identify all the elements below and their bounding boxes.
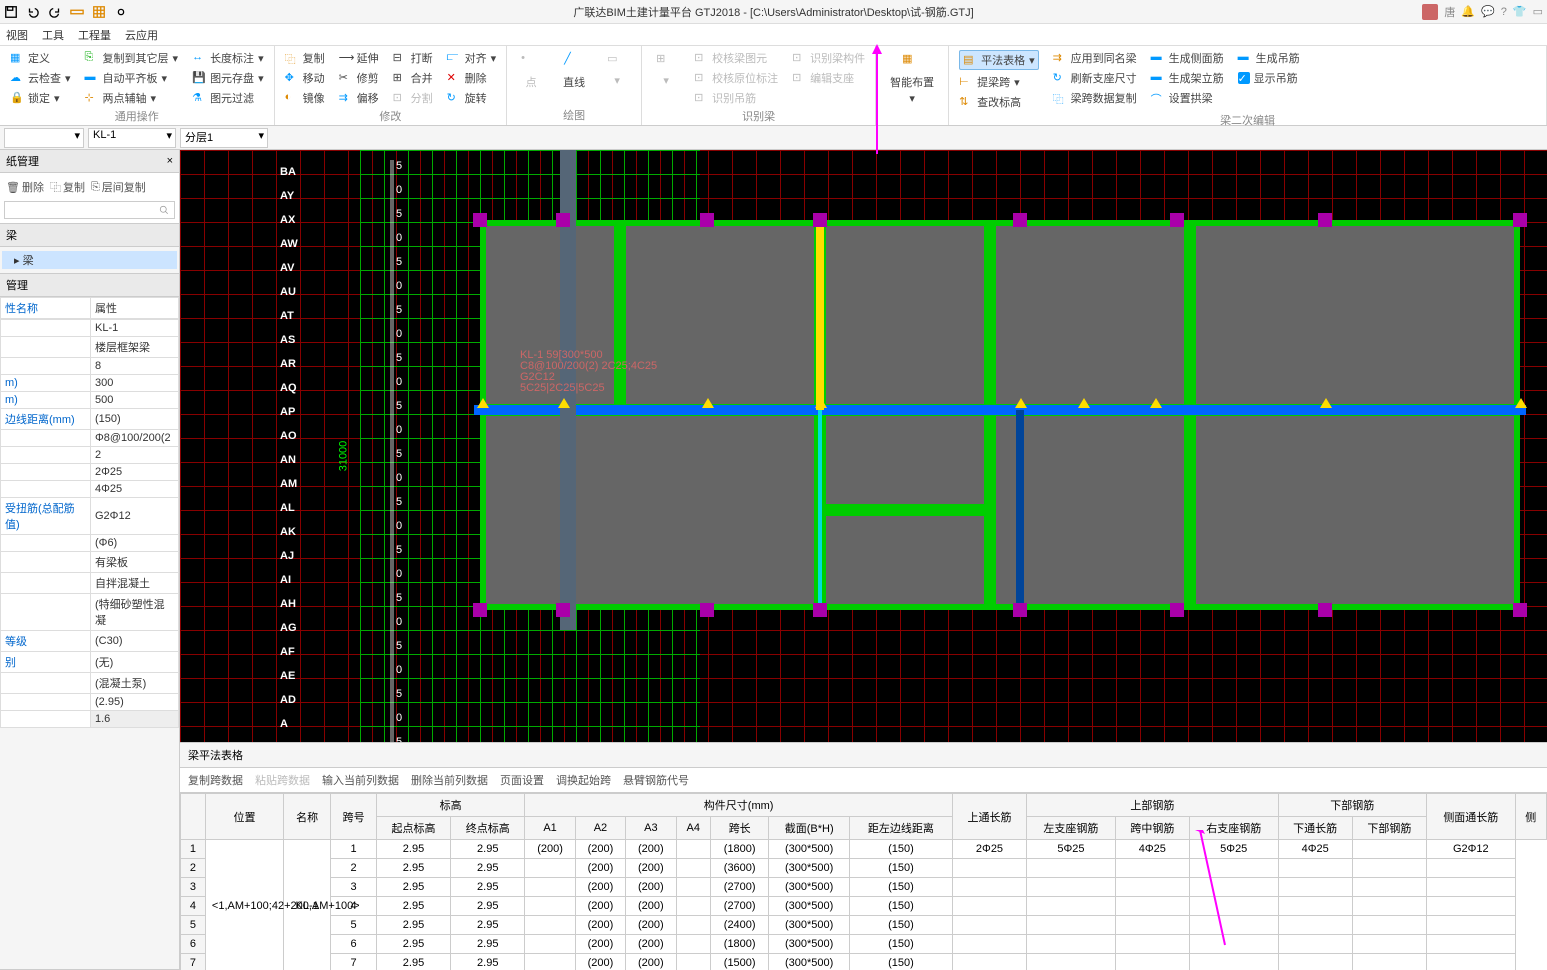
tree-node-beam[interactable]: ▸ 梁 (2, 251, 177, 269)
settings-icon[interactable] (114, 5, 128, 19)
menu-tools[interactable]: 工具 (42, 27, 64, 43)
align-button[interactable]: ⫍对齐▾ (447, 50, 497, 66)
extend-button[interactable]: ⟶延伸 (339, 50, 379, 66)
ruler-icon[interactable] (70, 5, 84, 19)
set-arch-beam-button[interactable]: ⌒设置拱梁 (1151, 90, 1224, 106)
rotate-button[interactable]: ↻旋转 (447, 90, 497, 106)
length-dim-button[interactable]: ↔长度标注▾ (192, 50, 264, 66)
tb-paste-span: 粘贴跨数据 (255, 772, 310, 788)
show-hanger-button[interactable]: ✓显示吊筋 (1238, 70, 1300, 86)
user-avatar[interactable] (1422, 4, 1438, 20)
beam-annotation: KL-1 59[300*500C8@100/200(2) 2C25;4C25G2… (520, 350, 657, 394)
help-icon[interactable]: ? (1501, 6, 1507, 18)
beam-table-title: 梁平法表格 (180, 743, 1547, 768)
define-button[interactable]: ▦定义 (10, 50, 71, 66)
grid-icon[interactable] (92, 5, 106, 19)
delete-tool[interactable]: 🗑删除 (6, 179, 44, 195)
close-icon[interactable]: × (167, 155, 173, 167)
check-beam-element-button: ⊡校核梁图元 (694, 50, 778, 66)
mirror-button[interactable]: ◐镜像 (285, 90, 325, 106)
offset-button[interactable]: ⇉偏移 (339, 90, 379, 106)
beam-table-panel: 梁平法表格 复制跨数据 粘贴跨数据 输入当前列数据 删除当前列数据 页面设置 调… (180, 742, 1547, 970)
chat-icon[interactable]: 💬 (1481, 5, 1495, 18)
point-button: •点 (517, 50, 545, 105)
tb-copy-span[interactable]: 复制跨数据 (188, 772, 243, 788)
undo-icon[interactable] (26, 5, 40, 19)
floor-plan (480, 220, 1537, 640)
copy-button[interactable]: ⿻复制 (285, 50, 325, 66)
redo-icon[interactable] (48, 5, 62, 19)
paper-panel-title: 纸管理 (6, 153, 39, 169)
component-select[interactable]: KL-1▾ (88, 128, 176, 148)
tree-panel-title: 梁 (6, 227, 17, 243)
copy-to-floor-button[interactable]: ⎘复制到其它层▾ (85, 50, 179, 66)
check-elevation-button[interactable]: ⇅查改标高 (959, 94, 1039, 110)
left-panel: 纸管理× 🗑删除 ⿻复制 ⎘层间复制 梁 ▸ 梁 管理 性名称属性 KL-1楼层… (0, 150, 180, 970)
gen-hanger-button[interactable]: ▬生成吊筋 (1238, 50, 1300, 66)
split-button: ⊡分割 (393, 90, 433, 106)
gen-side-rebar-button[interactable]: ▬生成侧面筋 (1151, 50, 1224, 66)
tb-cantilever[interactable]: 悬臂钢筋代号 (623, 772, 689, 788)
recognize-beam-button: ⊞▾ (652, 50, 680, 106)
tb-page-setup[interactable]: 页面设置 (500, 772, 544, 788)
gen-frame-rebar-button[interactable]: ▬生成架立筋 (1151, 70, 1224, 86)
delete-button[interactable]: ✕删除 (447, 70, 497, 86)
tb-swap-span[interactable]: 调换起始跨 (556, 772, 611, 788)
element-filter-button[interactable]: ⚗图元过滤 (192, 90, 264, 106)
menu-view[interactable]: 视图 (6, 27, 28, 43)
quick-access-toolbar: 唐 🔔 💬 ? 👕 ▭ (0, 0, 1547, 24)
cloud-check-button[interactable]: ☁云检查▾ (10, 70, 71, 86)
floor-select[interactable]: ▾ (4, 128, 84, 148)
tb-input-col[interactable]: 输入当前列数据 (322, 772, 399, 788)
extract-span-button[interactable]: ⊢提梁跨▾ (959, 74, 1039, 90)
trim-button[interactable]: ✂修剪 (339, 70, 379, 86)
two-point-axis-button[interactable]: ⊹两点辅轴▾ (85, 90, 179, 106)
floor-copy-tool[interactable]: ⎘层间复制 (91, 179, 146, 195)
save-icon[interactable] (4, 5, 18, 19)
auto-level-button[interactable]: ▬自动平齐板▾ (85, 70, 179, 86)
menu-quantity[interactable]: 工程量 (78, 27, 111, 43)
ribbon: ▦定义 ☁云检查▾ 🔒锁定▾ ⎘复制到其它层▾ ▬自动平齐板▾ ⊹两点辅轴▾ ↔… (0, 46, 1547, 126)
flat-table-button[interactable]: ▤平法表格▾ (959, 50, 1039, 70)
tshirt-icon[interactable]: 👕 (1513, 5, 1527, 18)
lock-button[interactable]: 🔒锁定▾ (10, 90, 71, 106)
smart-layout-button[interactable]: ▦智能布置▾ (886, 50, 938, 125)
menu-bar: 视图 工具 工程量 云应用 (0, 24, 1547, 46)
break-button[interactable]: ⊟打断 (393, 50, 433, 66)
more-draw-button[interactable]: ▭▾ (603, 50, 631, 105)
beam-data-table[interactable]: 位置 名称 跨号 标高 构件尺寸(mm) 上通长筋 上部钢筋 下部钢筋 侧面通长… (180, 793, 1547, 970)
menu-icon[interactable]: ▭ (1533, 5, 1543, 18)
recognize-hanger-button: ⊡识别吊筋 (694, 90, 778, 106)
refresh-support-button[interactable]: ↻刷新支座尺寸 (1053, 70, 1137, 86)
merge-button[interactable]: ⊞合并 (393, 70, 433, 86)
line-button[interactable]: ╱直线 (559, 50, 589, 105)
copy-tool[interactable]: ⿻复制 (50, 179, 85, 195)
tb-delete-col[interactable]: 删除当前列数据 (411, 772, 488, 788)
edit-support-button: ⊡编辑支座 (792, 70, 865, 86)
check-insitu-button: ⊡校核原位标注 (694, 70, 778, 86)
copy-span-data-button[interactable]: ⿻梁跨数据复制 (1053, 90, 1137, 106)
property-table: 性名称属性 (0, 297, 179, 319)
notification-icon[interactable]: 🔔 (1461, 5, 1475, 18)
search-input[interactable] (4, 201, 175, 219)
recognize-beam-component-button: ⊡识别梁构件 (792, 50, 865, 66)
menu-cloud[interactable]: 云应用 (125, 27, 158, 43)
annotation-arrow-1 (876, 52, 878, 154)
user-name: 唐 (1444, 4, 1455, 20)
layer-select[interactable]: 分层1▾ (180, 128, 268, 148)
props-panel-title: 管理 (6, 277, 28, 293)
apply-same-name-button[interactable]: ⇉应用到同名梁 (1053, 50, 1137, 66)
element-save-button[interactable]: 💾图元存盘▾ (192, 70, 264, 86)
move-button[interactable]: ✥移动 (285, 70, 325, 86)
